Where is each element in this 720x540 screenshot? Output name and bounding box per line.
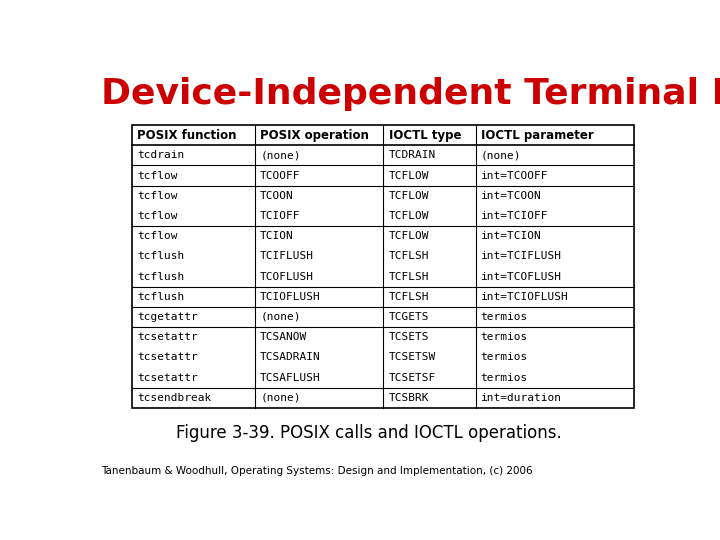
Text: Tanenbaum & Woodhull, Operating Systems: Design and Implementation, (c) 2006: Tanenbaum & Woodhull, Operating Systems:…	[101, 467, 533, 476]
Text: IOCTL type: IOCTL type	[389, 129, 461, 141]
Text: TCFLSH: TCFLSH	[389, 251, 429, 261]
Text: TCSADRAIN: TCSADRAIN	[260, 352, 321, 362]
Text: int=TCOON: int=TCOON	[481, 191, 541, 201]
Text: Figure 3-39. POSIX calls and IOCTL operations.: Figure 3-39. POSIX calls and IOCTL opera…	[176, 424, 562, 442]
Text: termios: termios	[481, 373, 528, 382]
Text: tcsetattr: tcsetattr	[138, 373, 198, 382]
Text: TCOON: TCOON	[260, 191, 294, 201]
Text: TCFLSH: TCFLSH	[389, 292, 429, 302]
Text: TCSETSF: TCSETSF	[389, 373, 436, 382]
Text: tcsetattr: tcsetattr	[138, 332, 198, 342]
Text: tcsetattr: tcsetattr	[138, 352, 198, 362]
Text: tcgetattr: tcgetattr	[138, 312, 198, 322]
Text: TCSBRK: TCSBRK	[389, 393, 429, 403]
Text: TCSANOW: TCSANOW	[260, 332, 307, 342]
Text: (none): (none)	[481, 150, 521, 160]
Text: TCFLOW: TCFLOW	[389, 191, 429, 201]
Text: TCFLOW: TCFLOW	[389, 211, 429, 221]
Text: TCGETS: TCGETS	[389, 312, 429, 322]
Text: termios: termios	[481, 312, 528, 322]
Text: int=TCION: int=TCION	[481, 231, 541, 241]
Text: TCSETS: TCSETS	[389, 332, 429, 342]
Text: POSIX function: POSIX function	[138, 129, 237, 141]
Text: tcsendbreak: tcsendbreak	[138, 393, 212, 403]
Text: tcflow: tcflow	[138, 191, 178, 201]
Text: int=TCOOFF: int=TCOOFF	[481, 171, 548, 180]
Text: termios: termios	[481, 352, 528, 362]
Text: tcflush: tcflush	[138, 292, 184, 302]
Text: TCFLOW: TCFLOW	[389, 231, 429, 241]
Text: POSIX operation: POSIX operation	[260, 129, 369, 141]
Text: tcflow: tcflow	[138, 231, 178, 241]
Text: (none): (none)	[260, 312, 301, 322]
Text: int=TCIFLUSH: int=TCIFLUSH	[481, 251, 562, 261]
Text: TCFLOW: TCFLOW	[389, 171, 429, 180]
Text: int=duration: int=duration	[481, 393, 562, 403]
Text: TCFLSH: TCFLSH	[389, 272, 429, 281]
Text: TCIOFLUSH: TCIOFLUSH	[260, 292, 321, 302]
Text: IOCTL parameter: IOCTL parameter	[481, 129, 593, 141]
Text: tcflow: tcflow	[138, 211, 178, 221]
Text: TCSETSW: TCSETSW	[389, 352, 436, 362]
Text: tcflush: tcflush	[138, 251, 184, 261]
Text: TCIOFF: TCIOFF	[260, 211, 301, 221]
Text: TCOFLUSH: TCOFLUSH	[260, 272, 314, 281]
Text: int=TCIOFF: int=TCIOFF	[481, 211, 548, 221]
Text: tcdrain: tcdrain	[138, 150, 184, 160]
Text: tcflow: tcflow	[138, 171, 178, 180]
Text: int=TCOFLUSH: int=TCOFLUSH	[481, 272, 562, 281]
Text: (none): (none)	[260, 393, 301, 403]
Text: TCION: TCION	[260, 231, 294, 241]
Text: TCSAFLUSH: TCSAFLUSH	[260, 373, 321, 382]
Text: TCOOFF: TCOOFF	[260, 171, 301, 180]
Text: tcflush: tcflush	[138, 272, 184, 281]
Text: TCDRAIN: TCDRAIN	[389, 150, 436, 160]
Text: termios: termios	[481, 332, 528, 342]
Text: Device-Independent Terminal Driver (2): Device-Independent Terminal Driver (2)	[101, 77, 720, 111]
Text: int=TCIOFLUSH: int=TCIOFLUSH	[481, 292, 568, 302]
Bar	[132, 125, 634, 408]
Text: (none): (none)	[260, 150, 301, 160]
Text: TCIFLUSH: TCIFLUSH	[260, 251, 314, 261]
